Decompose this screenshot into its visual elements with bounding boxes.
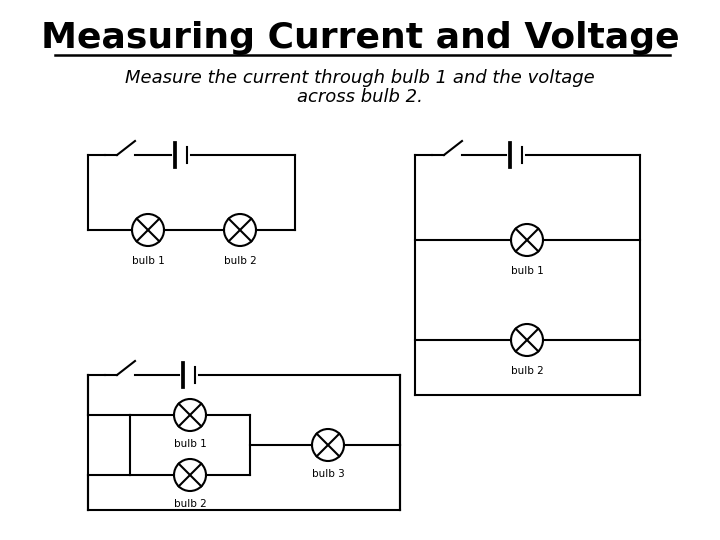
Text: bulb 1: bulb 1: [510, 266, 544, 276]
Text: bulb 1: bulb 1: [174, 439, 207, 449]
Text: bulb 2: bulb 2: [224, 256, 256, 266]
Text: bulb 3: bulb 3: [312, 469, 344, 479]
Text: bulb 1: bulb 1: [132, 256, 164, 266]
Text: across bulb 2.: across bulb 2.: [297, 88, 423, 106]
Text: Measuring Current and Voltage: Measuring Current and Voltage: [41, 21, 679, 55]
Text: bulb 2: bulb 2: [174, 499, 207, 509]
Text: bulb 2: bulb 2: [510, 366, 544, 376]
Text: Measure the current through bulb 1 and the voltage: Measure the current through bulb 1 and t…: [125, 69, 595, 87]
